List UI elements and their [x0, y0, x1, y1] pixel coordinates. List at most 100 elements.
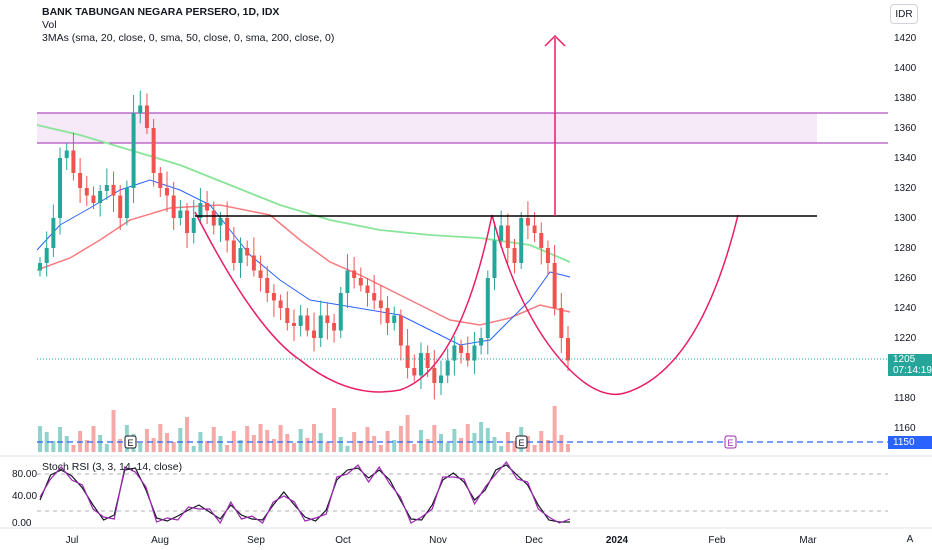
volume-bar [372, 436, 377, 452]
candle-body [191, 218, 196, 233]
candle-body [104, 185, 109, 191]
volume-bar [512, 441, 517, 452]
candle-body [566, 338, 570, 361]
candle-body [158, 173, 163, 188]
time-axis-label: Oct [335, 535, 351, 546]
time-axis-label: Mar [799, 535, 817, 546]
volume-bar [118, 439, 123, 452]
earnings-marker-box [515, 435, 528, 449]
volume-bar [178, 428, 183, 452]
volume-bar [138, 443, 143, 452]
volume-bar [151, 438, 156, 452]
volume-bar [398, 426, 403, 452]
volume-bar [258, 424, 263, 452]
candle-body [385, 308, 390, 323]
candle-body [345, 270, 350, 293]
candle-body [118, 195, 123, 218]
volume-bar [225, 445, 230, 452]
volume-bar [205, 441, 210, 452]
auto-scale-button[interactable]: A [906, 533, 914, 545]
candle-body [485, 278, 490, 338]
price-axis-label: 1160 [894, 423, 916, 434]
volume-bar [251, 435, 256, 452]
candle-body [71, 150, 76, 173]
volume-bar [392, 440, 397, 452]
time-axis-label: Jul [66, 535, 79, 546]
price-axis-label: 1240 [894, 303, 917, 314]
cup-left-curve [194, 211, 493, 393]
volume-bar [465, 424, 470, 452]
candle-body [545, 248, 550, 263]
volume-bar [378, 445, 383, 452]
candle-body [205, 203, 210, 211]
candle-body [425, 353, 430, 368]
candle-body [365, 285, 370, 293]
price-axis-label: 1220 [894, 333, 917, 344]
volume-bar [58, 427, 63, 452]
candle-body [318, 315, 323, 338]
candle-body [111, 185, 116, 196]
volume-bar [412, 444, 417, 452]
earnings-marker: E [124, 435, 137, 449]
volume-bar [285, 434, 290, 452]
candle-body [64, 150, 69, 158]
volume-bar [545, 440, 550, 452]
time-axis-label: Aug [151, 535, 169, 546]
price-axis-label: 1320 [894, 183, 917, 194]
candle-body [38, 263, 42, 271]
volume-bar [291, 443, 296, 452]
volume-bar [432, 425, 437, 452]
volume-bar [44, 432, 49, 452]
volume-bar [365, 427, 370, 452]
volume-bar [211, 427, 216, 452]
candle-body [325, 315, 330, 323]
volume-bar [111, 410, 116, 452]
volume-bar [144, 429, 149, 452]
candle-body [151, 128, 156, 173]
candle-body [98, 191, 103, 203]
candle-body [238, 248, 243, 263]
rsi-axis-label: 80.00 [12, 469, 37, 480]
candle-body [171, 195, 176, 218]
candle-body [124, 188, 129, 218]
volume-bar [485, 428, 490, 452]
candle-body [164, 188, 169, 196]
price-axis-label: 1260 [894, 273, 917, 284]
volume-bar [191, 446, 196, 452]
candle-body [552, 263, 557, 308]
volume-bar [158, 424, 163, 452]
candle-body [519, 218, 524, 263]
rsi-axis-label: 40.00 [12, 491, 37, 502]
candle-body [251, 255, 256, 271]
candle-body [291, 323, 296, 326]
ma20-line [36, 179, 571, 346]
volume-bar [439, 434, 444, 452]
rsi-axis-label: 0.00 [12, 518, 32, 529]
volume-bar [525, 436, 530, 452]
volume-bar [271, 439, 276, 452]
candle-body [131, 113, 136, 188]
volume-bar [218, 436, 223, 452]
volume-bar [84, 440, 89, 452]
candle-body [479, 338, 484, 346]
candle-body [231, 240, 236, 263]
volume-bar [104, 444, 109, 452]
volume-bar [452, 429, 457, 452]
volume-bar [425, 439, 430, 452]
candle-body [505, 225, 510, 248]
candle-body [218, 218, 223, 226]
earnings-marker-letter: E [127, 438, 133, 448]
volume-bar [566, 444, 570, 452]
candle-body [378, 300, 383, 308]
volume-bar [358, 441, 363, 452]
candle-body [459, 345, 464, 353]
price-axis-label: 1360 [894, 123, 917, 134]
candle-body [265, 278, 270, 293]
volume-bar [265, 430, 270, 452]
candle-body [58, 158, 63, 218]
volume-bar [472, 433, 477, 452]
candle-body [225, 218, 230, 241]
candle-body [465, 353, 470, 361]
currency-button[interactable]: IDR [890, 4, 918, 24]
